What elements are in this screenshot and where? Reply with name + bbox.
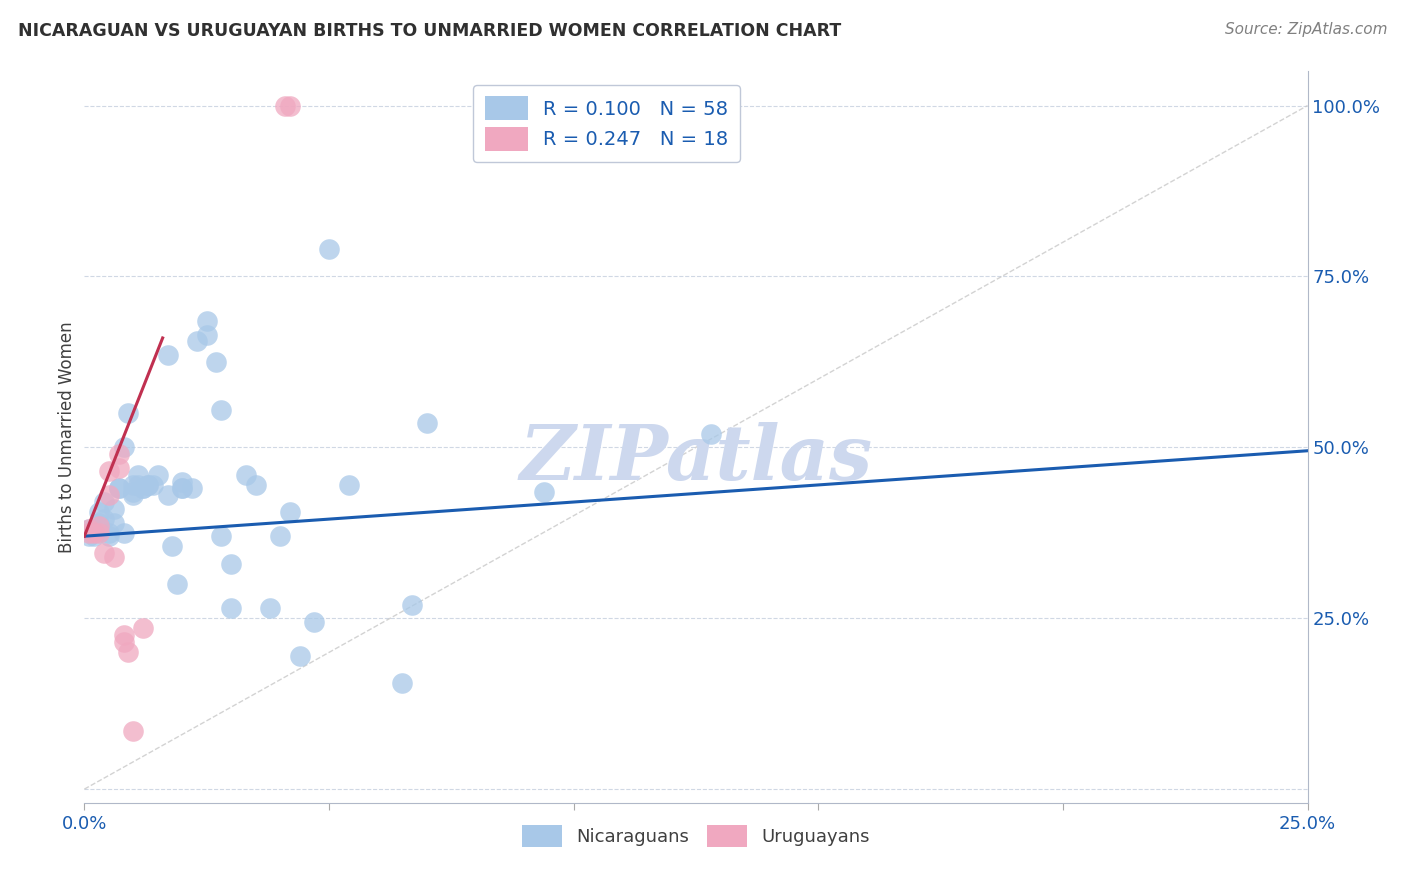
Text: Source: ZipAtlas.com: Source: ZipAtlas.com [1225, 22, 1388, 37]
Point [162, 540, 184, 554]
Point [122, 478, 145, 492]
Point [127, 467, 149, 482]
Point [172, 481, 194, 495]
Point [112, 440, 135, 454]
Point [87, 519, 110, 533]
Point [205, 355, 228, 369]
Point [97, 464, 120, 478]
Point [181, 481, 204, 495]
Point [83, 529, 105, 543]
Point [132, 481, 155, 495]
Point [117, 406, 139, 420]
Point [107, 481, 129, 495]
Point [87, 505, 110, 519]
Point [97, 488, 120, 502]
Point [127, 478, 149, 492]
Point [274, 98, 297, 112]
Point [112, 628, 135, 642]
Point [219, 601, 242, 615]
Point [122, 488, 145, 502]
Point [122, 724, 145, 739]
Point [93, 546, 115, 560]
Point [278, 98, 301, 112]
Point [107, 460, 129, 475]
Point [93, 512, 115, 526]
Text: ZIPatlas: ZIPatlas [519, 422, 873, 496]
Point [93, 495, 115, 509]
Y-axis label: Births to Unmarried Women: Births to Unmarried Women [58, 321, 76, 553]
Point [259, 601, 281, 615]
Point [112, 525, 135, 540]
Point [269, 529, 291, 543]
Point [103, 516, 125, 530]
Point [391, 676, 413, 690]
Point [132, 481, 155, 495]
Point [103, 549, 125, 564]
Point [103, 501, 125, 516]
Point [318, 242, 340, 256]
Point [172, 481, 194, 495]
Point [87, 525, 110, 540]
Point [122, 484, 145, 499]
Point [416, 417, 439, 431]
Point [533, 484, 555, 499]
Point [112, 635, 135, 649]
Point [245, 478, 267, 492]
Point [146, 467, 169, 482]
Point [156, 488, 179, 502]
Point [97, 525, 120, 540]
Point [186, 334, 208, 349]
Point [77, 522, 100, 536]
Point [83, 522, 105, 536]
Point [337, 478, 360, 492]
Point [107, 481, 129, 495]
Point [219, 557, 242, 571]
Point [156, 348, 179, 362]
Point [97, 529, 120, 543]
Point [77, 522, 100, 536]
Point [699, 426, 721, 441]
Text: NICARAGUAN VS URUGUAYAN BIRTHS TO UNMARRIED WOMEN CORRELATION CHART: NICARAGUAN VS URUGUAYAN BIRTHS TO UNMARR… [18, 22, 842, 40]
Point [136, 478, 159, 492]
Point [304, 615, 326, 629]
Legend: Nicaraguans, Uruguayans: Nicaraguans, Uruguayans [513, 816, 879, 856]
Point [235, 467, 257, 482]
Point [209, 402, 232, 417]
Point [209, 529, 232, 543]
Point [117, 645, 139, 659]
Point [172, 475, 194, 489]
Point [107, 447, 129, 461]
Point [83, 525, 105, 540]
Point [278, 505, 301, 519]
Point [77, 525, 100, 540]
Point [401, 598, 423, 612]
Point [166, 577, 188, 591]
Point [195, 327, 218, 342]
Point [142, 478, 165, 492]
Point [132, 622, 155, 636]
Point [288, 648, 311, 663]
Point [136, 478, 159, 492]
Point [87, 516, 110, 530]
Point [77, 529, 100, 543]
Point [195, 314, 218, 328]
